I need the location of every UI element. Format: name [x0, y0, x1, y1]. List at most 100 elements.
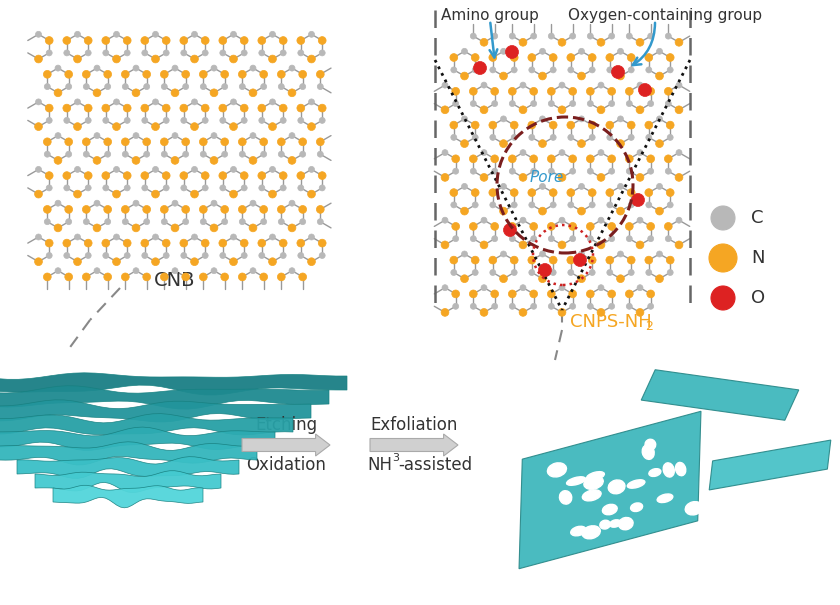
Circle shape [481, 82, 487, 88]
Circle shape [549, 33, 554, 39]
Circle shape [279, 104, 287, 112]
Circle shape [171, 89, 179, 97]
Circle shape [202, 185, 208, 191]
Circle shape [270, 166, 276, 172]
Circle shape [102, 104, 110, 112]
Circle shape [470, 87, 477, 95]
Circle shape [508, 290, 517, 298]
Circle shape [162, 239, 170, 247]
Circle shape [470, 33, 476, 39]
Circle shape [490, 67, 496, 73]
Circle shape [180, 36, 187, 44]
Circle shape [606, 269, 613, 275]
Circle shape [191, 55, 198, 63]
Ellipse shape [610, 520, 621, 527]
Circle shape [289, 65, 295, 71]
Circle shape [529, 67, 535, 73]
Circle shape [34, 123, 42, 131]
Circle shape [54, 224, 62, 232]
Circle shape [83, 151, 89, 157]
Circle shape [202, 172, 209, 180]
Circle shape [567, 256, 575, 264]
Circle shape [318, 104, 326, 112]
Circle shape [512, 202, 517, 208]
Circle shape [181, 273, 190, 281]
Circle shape [35, 31, 41, 38]
Ellipse shape [685, 502, 702, 515]
Circle shape [183, 83, 189, 90]
Circle shape [299, 70, 307, 78]
Circle shape [529, 269, 535, 275]
Circle shape [123, 219, 129, 224]
Polygon shape [17, 457, 239, 479]
Polygon shape [0, 442, 257, 465]
Circle shape [452, 290, 459, 298]
Circle shape [628, 202, 634, 208]
Circle shape [587, 168, 593, 174]
Circle shape [589, 67, 596, 73]
Circle shape [260, 151, 266, 157]
Circle shape [122, 138, 129, 146]
Circle shape [269, 258, 276, 266]
Circle shape [55, 267, 61, 273]
Circle shape [550, 67, 556, 73]
Circle shape [567, 121, 575, 129]
Circle shape [241, 185, 247, 191]
Circle shape [75, 234, 81, 240]
Circle shape [83, 219, 89, 224]
Circle shape [646, 202, 652, 208]
Circle shape [490, 202, 496, 208]
Circle shape [260, 219, 266, 224]
Circle shape [645, 189, 653, 197]
Circle shape [667, 67, 673, 73]
Circle shape [289, 200, 295, 206]
Ellipse shape [584, 476, 603, 489]
Circle shape [153, 99, 159, 105]
Circle shape [102, 239, 110, 247]
Circle shape [461, 183, 468, 189]
Circle shape [199, 70, 207, 78]
Circle shape [307, 123, 315, 131]
Circle shape [298, 185, 304, 191]
Circle shape [75, 99, 81, 105]
Circle shape [74, 190, 81, 198]
Circle shape [85, 252, 92, 258]
Circle shape [655, 275, 664, 283]
Circle shape [219, 239, 227, 247]
Circle shape [105, 151, 111, 157]
Circle shape [74, 55, 81, 63]
Circle shape [519, 106, 527, 114]
Circle shape [647, 223, 654, 231]
Circle shape [307, 55, 315, 63]
Circle shape [113, 166, 119, 172]
Circle shape [122, 70, 129, 78]
Circle shape [609, 100, 615, 106]
Circle shape [667, 202, 673, 208]
Circle shape [258, 36, 265, 44]
Circle shape [277, 273, 286, 281]
Circle shape [259, 252, 265, 258]
Circle shape [151, 123, 160, 131]
Circle shape [549, 256, 557, 264]
Circle shape [82, 273, 90, 281]
Circle shape [664, 223, 672, 231]
Circle shape [45, 104, 53, 112]
Circle shape [460, 207, 469, 215]
Circle shape [161, 151, 167, 157]
Circle shape [113, 190, 120, 198]
Circle shape [645, 121, 653, 129]
Circle shape [202, 252, 208, 258]
Circle shape [181, 70, 190, 78]
Ellipse shape [566, 477, 585, 485]
Circle shape [202, 239, 209, 247]
Circle shape [579, 183, 585, 189]
Circle shape [548, 290, 555, 298]
Circle shape [219, 172, 227, 180]
Circle shape [666, 54, 675, 61]
Circle shape [538, 72, 546, 80]
Circle shape [636, 174, 644, 182]
Circle shape [711, 286, 735, 310]
Circle shape [549, 100, 554, 106]
Circle shape [318, 239, 326, 247]
Circle shape [104, 70, 112, 78]
